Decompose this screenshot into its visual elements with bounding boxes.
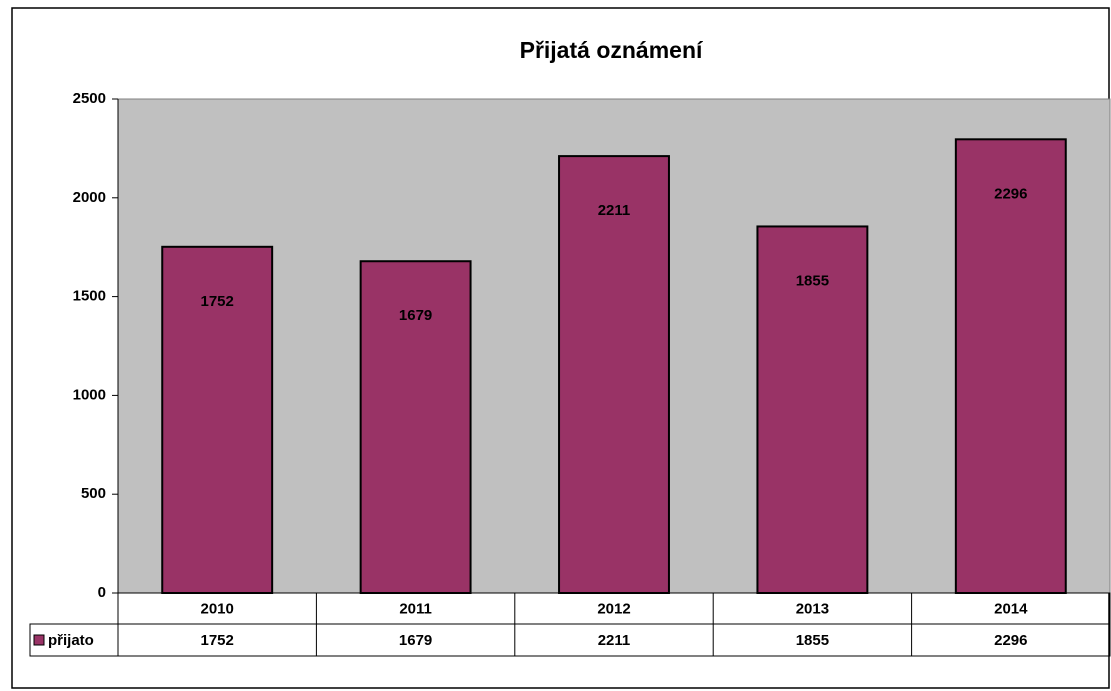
chart-title: Přijatá oznámení [520, 37, 704, 63]
data-table-value: 1855 [796, 632, 829, 649]
data-table-value: 2296 [994, 632, 1027, 649]
x-tick-label: 2010 [201, 600, 234, 617]
bar [756, 225, 869, 594]
y-tick-label: 1000 [73, 386, 106, 403]
x-tick-label: 2014 [994, 600, 1028, 617]
data-label: 1679 [399, 307, 432, 324]
x-tick-label: 2011 [399, 600, 432, 617]
bar [359, 260, 472, 594]
data-table-value: 2211 [598, 632, 631, 649]
y-tick-label: 1500 [73, 288, 106, 305]
data-label: 2211 [598, 202, 631, 219]
x-tick-label: 2013 [796, 600, 829, 617]
x-tick-label: 2012 [597, 600, 630, 617]
data-table-value: 1679 [399, 632, 432, 649]
bar [161, 245, 274, 594]
bar [954, 138, 1067, 594]
data-label: 1752 [201, 293, 234, 310]
data-table-value: 1752 [201, 632, 234, 649]
legend-swatch [33, 634, 45, 646]
legend-label: přijato [48, 632, 94, 649]
y-tick-label: 2000 [73, 189, 106, 206]
data-label: 2296 [994, 185, 1027, 202]
bar [558, 155, 670, 594]
y-tick-label: 0 [98, 584, 106, 601]
y-tick-label: 2500 [73, 90, 106, 107]
data-label: 1855 [796, 272, 829, 289]
y-tick-label: 500 [81, 485, 106, 502]
